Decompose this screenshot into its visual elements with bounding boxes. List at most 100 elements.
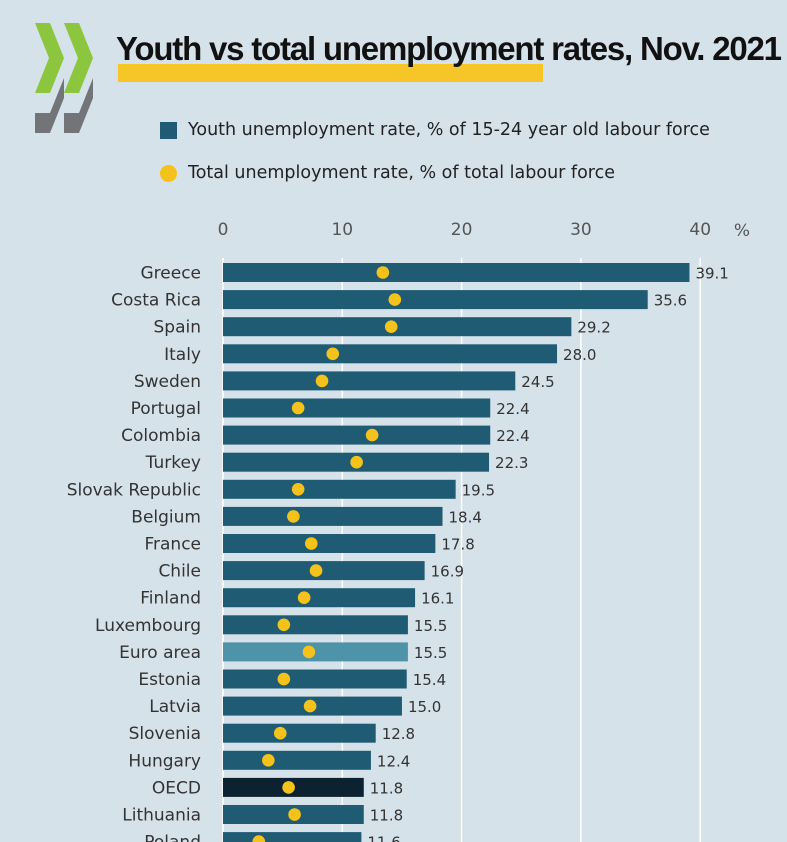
data-label-youth-poland: 11.6: [367, 834, 400, 842]
category-label-poland: Poland: [144, 833, 201, 842]
dot-total-spain: [384, 320, 398, 333]
category-label-greece: Greece: [140, 264, 201, 284]
x-tick-label-20: 20: [451, 220, 473, 240]
logo-chevron-grey-left: [35, 78, 64, 133]
data-label-youth-luxembourg: 15.5: [414, 617, 447, 635]
bar-youth-slovak-republic: [223, 479, 456, 499]
oecd-logo-chevrons: [35, 23, 93, 133]
dot-total-greece: [376, 266, 390, 279]
data-label-youth-greece: 39.1: [695, 265, 728, 283]
dot-total-chile: [309, 564, 323, 577]
bar-youth-euro-area: [223, 642, 408, 662]
category-label-italy: Italy: [164, 345, 201, 365]
dot-total-costa-rica: [388, 293, 402, 306]
logo-chevron-green-right: [64, 23, 93, 93]
legend-label-youth: Youth unemployment rate, % of 15-24 year…: [188, 120, 710, 140]
data-label-youth-colombia: 22.4: [496, 427, 529, 445]
bar-youth-hungary: [223, 750, 371, 770]
bar-youth-poland: [223, 832, 362, 842]
data-label-youth-france: 17.8: [441, 536, 474, 554]
dot-total-france: [304, 537, 318, 550]
bar-youth-colombia: [223, 425, 491, 445]
legend-dot-icon: [160, 164, 177, 182]
data-label-youth-portugal: 22.4: [496, 400, 529, 418]
dot-total-euro-area: [302, 645, 316, 659]
category-label-estonia: Estonia: [138, 670, 201, 690]
bar-youth-chile: [223, 561, 425, 581]
bar-youth-belgium: [223, 506, 443, 526]
dot-total-turkey: [350, 455, 363, 469]
bar-youth-italy: [223, 344, 558, 364]
x-unit-label: %: [734, 221, 750, 241]
data-label-youth-euro-area: 15.5: [414, 644, 447, 662]
bar-youth-estonia: [223, 669, 407, 689]
data-label-youth-chile: 16.9: [431, 563, 464, 581]
dot-total-luxembourg: [277, 618, 291, 632]
category-label-slovenia: Slovenia: [129, 724, 201, 744]
category-label-lithuania: Lithuania: [122, 806, 201, 826]
dot-total-sweden: [315, 374, 329, 388]
legend-item-total: Total unemployment rate, % of total labo…: [160, 163, 615, 183]
x-tick-label-40: 40: [689, 220, 711, 240]
data-label-youth-estonia: 15.4: [413, 671, 446, 689]
category-label-france: France: [144, 535, 201, 555]
dot-total-hungary: [262, 754, 275, 767]
category-label-costa-rica: Costa Rica: [111, 291, 201, 311]
category-label-sweden: Sweden: [134, 372, 201, 392]
bar-youth-slovenia: [223, 723, 376, 743]
dot-total-slovenia: [273, 726, 287, 740]
bar-youth-greece: [223, 263, 690, 282]
category-label-portugal: Portugal: [131, 399, 201, 419]
data-label-youth-oecd: 11.8: [370, 779, 403, 797]
logo-chevron-grey-right: [64, 78, 93, 133]
data-label-youth-lithuania: 11.8: [370, 807, 403, 825]
dot-total-colombia: [365, 428, 379, 442]
bar-youth-finland: [223, 588, 416, 608]
dot-total-poland: [252, 835, 266, 842]
logo-chevron-green-left: [35, 23, 64, 93]
x-tick-label-0: 0: [218, 220, 229, 240]
bar-youth-costa-rica: [223, 290, 648, 310]
category-label-hungary: Hungary: [128, 751, 201, 771]
dot-total-oecd: [282, 781, 295, 794]
data-label-youth-costa-rica: 35.6: [654, 292, 687, 310]
legend-item-youth: Youth unemployment rate, % of 15-24 year…: [160, 120, 710, 140]
data-label-youth-spain: 29.2: [577, 319, 610, 337]
title-highlight: [118, 64, 543, 82]
dot-total-lithuania: [288, 808, 301, 821]
bar-youth-sweden: [223, 371, 516, 391]
unemployment-bar-chart: 0 10 20 30 40 % Greece 39.1 Costa Rica 35.6 Spain 2…: [67, 220, 750, 842]
dot-total-portugal: [291, 401, 305, 415]
data-label-youth-sweden: 24.5: [521, 373, 554, 391]
data-label-youth-hungary: 12.4: [377, 752, 410, 770]
legend-square-icon: [160, 121, 177, 139]
category-label-spain: Spain: [154, 318, 202, 338]
category-label-finland: Finland: [140, 589, 201, 609]
data-label-youth-latvia: 15.0: [408, 698, 441, 716]
legend-label-total: Total unemployment rate, % of total labo…: [188, 163, 615, 183]
category-label-turkey: Turkey: [145, 453, 201, 473]
dot-total-belgium: [287, 510, 300, 523]
dot-total-italy: [326, 347, 340, 361]
data-label-youth-slovak-republic: 19.5: [462, 481, 495, 499]
data-label-youth-turkey: 22.3: [495, 454, 528, 472]
dot-total-finland: [297, 591, 311, 604]
category-label-belgium: Belgium: [131, 507, 201, 527]
bar-youth-luxembourg: [223, 615, 408, 635]
category-label-luxembourg: Luxembourg: [95, 616, 201, 636]
data-label-youth-slovenia: 12.8: [382, 725, 415, 743]
page-title: Youth vs total unemployment rates, Nov. …: [116, 30, 782, 67]
category-label-chile: Chile: [158, 562, 201, 582]
data-label-youth-italy: 28.0: [563, 346, 596, 364]
category-label-euro-area: Euro area: [119, 643, 201, 663]
dot-total-estonia: [277, 672, 291, 686]
category-label-oecd: OECD: [152, 778, 201, 798]
data-label-youth-belgium: 18.4: [449, 508, 482, 526]
dot-total-latvia: [303, 699, 317, 713]
x-tick-label-10: 10: [331, 220, 353, 240]
x-tick-label-30: 30: [570, 220, 592, 240]
category-label-slovak-republic: Slovak Republic: [67, 480, 201, 500]
bar-youth-portugal: [223, 398, 491, 418]
bar-youth-france: [223, 534, 436, 553]
dot-total-slovak-republic: [291, 483, 305, 496]
